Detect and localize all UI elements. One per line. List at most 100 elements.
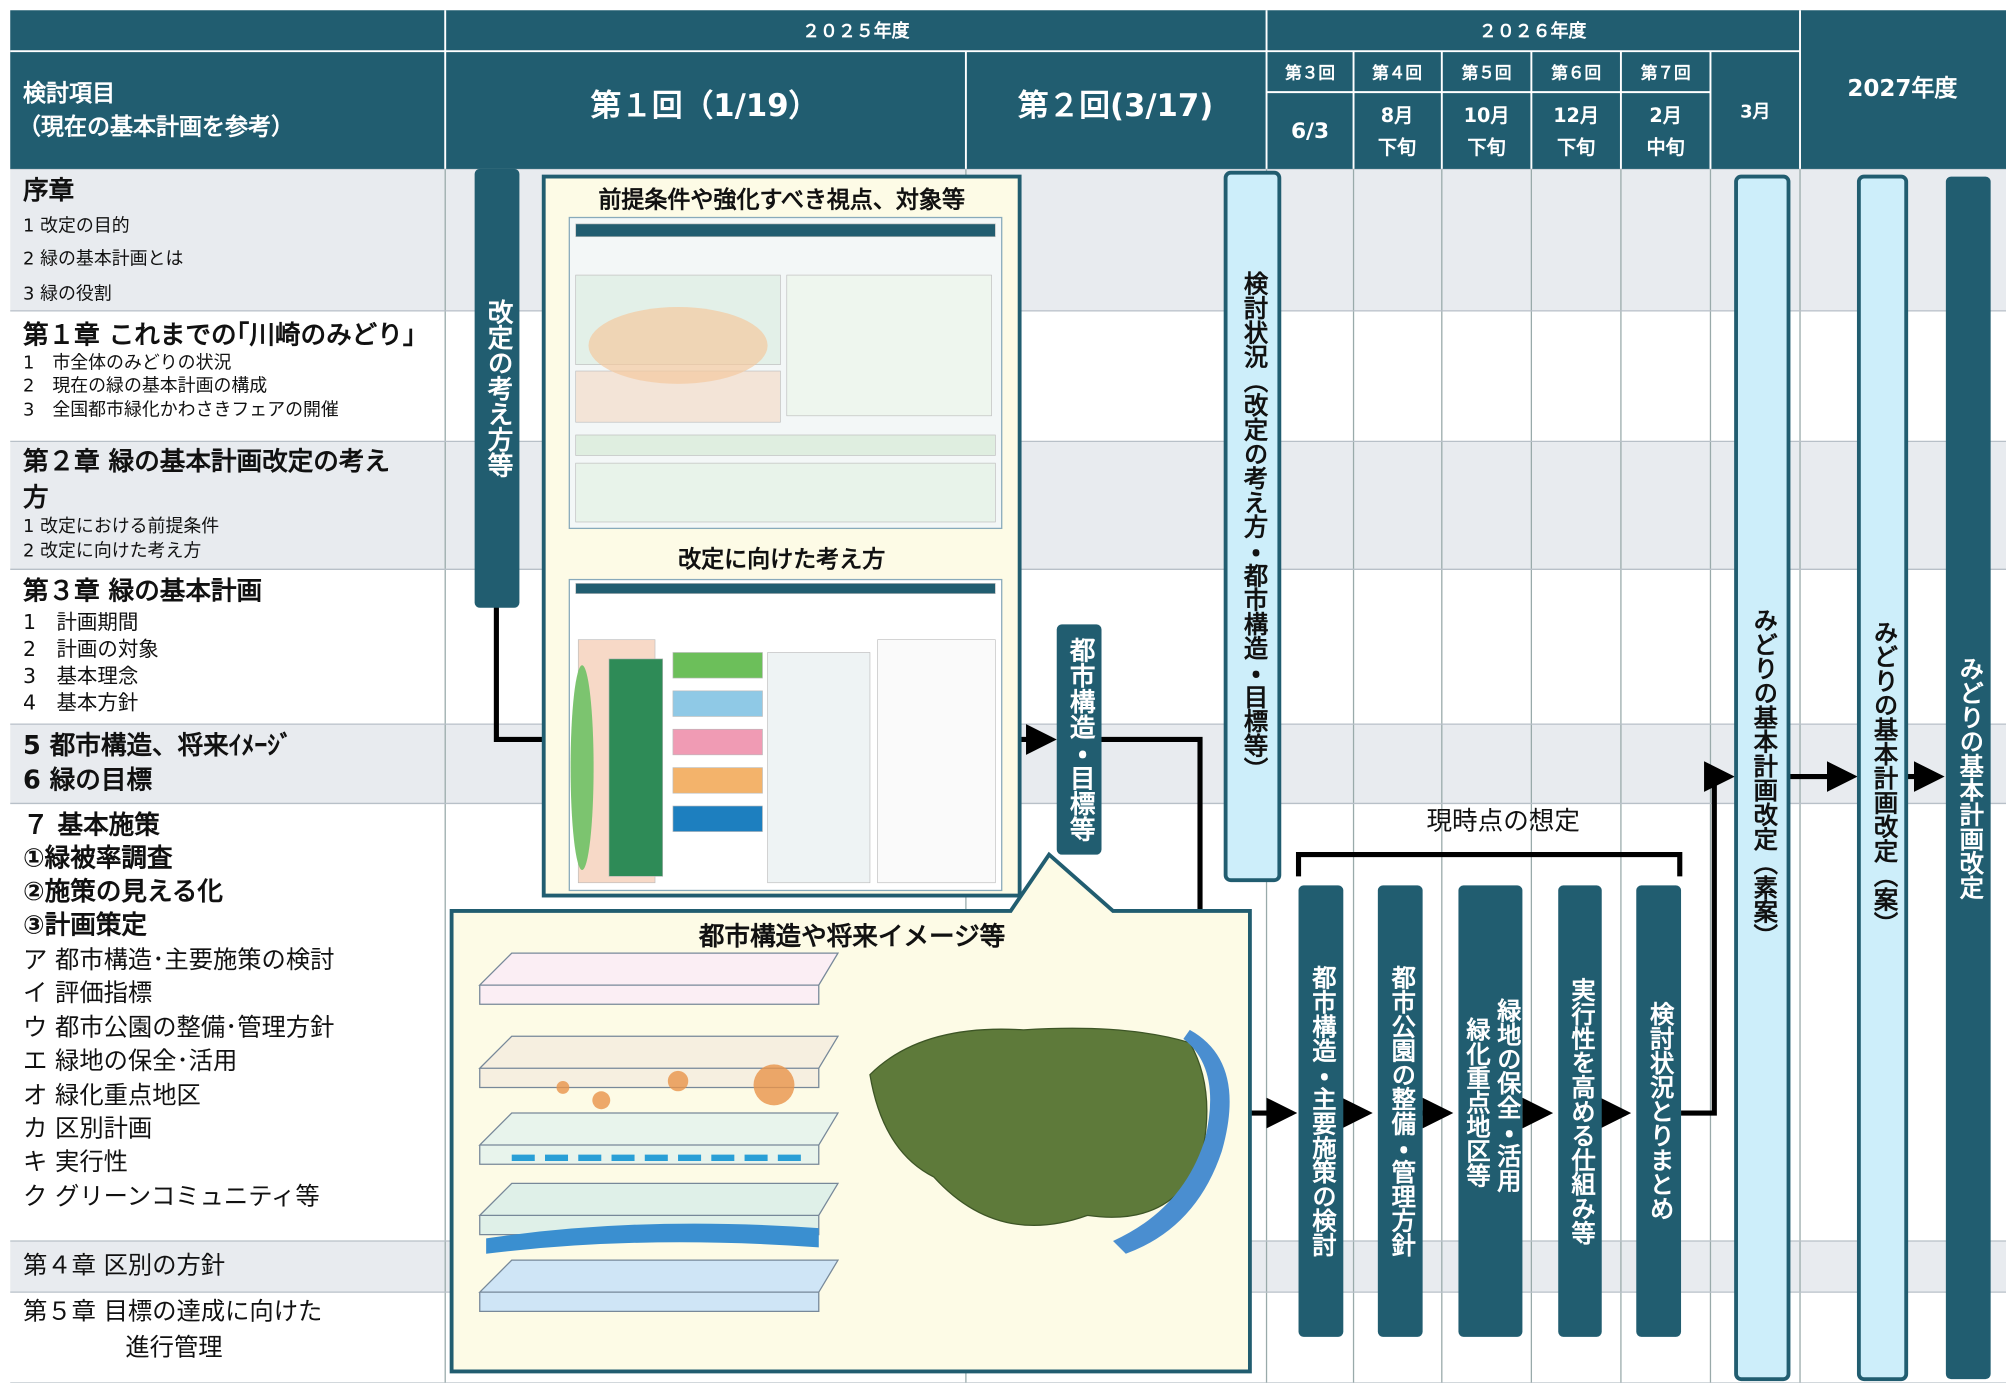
thumbnail-block — [570, 665, 594, 870]
chapter-item: 2 計画の対象 — [23, 637, 159, 661]
thumbnail-block — [672, 652, 763, 679]
layer — [478, 1259, 840, 1312]
date-header: 下旬 — [1378, 136, 1416, 159]
thumbnail-block — [575, 462, 996, 523]
arrow — [1681, 761, 1735, 1116]
chapter-title: 第３章 緑の基本計画 — [23, 575, 262, 606]
chapter-item: 1 市全体のみどりの状況 — [23, 352, 231, 373]
thumbnail-block — [588, 307, 768, 384]
chapter-item: 1 改定における前提条件 — [23, 516, 219, 537]
layer-mark — [667, 1070, 689, 1092]
arrow — [493, 601, 551, 743]
schedule-box-label: 緑地の保全・活用 — [1493, 997, 1522, 1193]
date-header: 下旬 — [1467, 136, 1505, 159]
round-header: 第７回 — [1640, 63, 1691, 83]
date-header: 6/3 — [1291, 119, 1329, 144]
schedule-box — [1856, 174, 1909, 1382]
bracket — [1295, 852, 1683, 877]
chapter-item: 1 改定の目的 — [23, 215, 130, 236]
meeting-header: 第２回(3/17) — [1018, 89, 1213, 124]
schedule-box — [1558, 885, 1602, 1337]
chapter-title: 方 — [23, 483, 49, 513]
layer — [478, 952, 840, 1005]
chapter-item: 2 現在の緑の基本計画の構成 — [23, 375, 267, 396]
chapter-item: ク グリーンコミュニティ等 — [23, 1181, 320, 1210]
chapter-item: 3 基本理念 — [23, 664, 138, 688]
chapter-item: 2 改定に向けた考え方 — [23, 540, 201, 561]
schedule-box-label: みどりの基本計画改定 — [1955, 656, 1984, 900]
thumbnail-block — [575, 434, 996, 456]
schedule-box — [1945, 176, 1991, 1380]
schedule-box-label: 検討状況とりまとめ — [1646, 1002, 1675, 1221]
chapter-item: オ 緑化重点地区 — [23, 1080, 201, 1109]
date-header: 下旬 — [1557, 136, 1595, 159]
chapter-title: 第４章 区別の方針 — [23, 1251, 225, 1280]
chapter-title: 進行管理 — [125, 1332, 222, 1361]
thumbnail-block — [608, 658, 664, 877]
figure-title: 前提条件や強化すべき視点、対象等 — [598, 186, 965, 213]
chapter-title: ②施策の見える化 — [23, 876, 223, 907]
chapter-title: 第２章 緑の基本計画改定の考え — [23, 446, 390, 477]
year-header: ２０２５年度 — [802, 20, 910, 42]
chapter-title: 6 緑の目標 — [23, 766, 152, 796]
schedule-box — [474, 168, 520, 608]
round-header: 第４回 — [1371, 63, 1422, 83]
schedule-box-label: 都市公園の整備・管理方針 — [1387, 965, 1416, 1257]
year-header: ２０２６年度 — [1479, 20, 1587, 42]
column-header: （現在の基本計画を参考） — [18, 113, 294, 140]
schedule-box — [1636, 885, 1682, 1337]
chapter-item: 1 計画期間 — [23, 610, 138, 634]
schedule-box-label: 都市構造・主要施策の検討 — [1308, 965, 1337, 1258]
chapter-title: ①緑被率調査 — [23, 844, 173, 874]
thumbnail-block — [672, 767, 763, 794]
month-header: 3月 — [1740, 102, 1770, 123]
schedule-box-label: 緑化重点地区等 — [1462, 1016, 1491, 1188]
year-header: 2027年度 — [1847, 75, 1957, 102]
chapter-item: ウ 都市公園の整備･管理方針 — [23, 1013, 334, 1042]
date-header: 12月 — [1553, 104, 1599, 127]
schedule-box — [1377, 885, 1423, 1337]
header — [10, 10, 2006, 169]
schedule-box-label: 実行性を高める仕組み等 — [1567, 977, 1596, 1245]
layer-mark — [556, 1081, 570, 1094]
schedule-box — [1298, 885, 1344, 1337]
chapter-item: エ 緑地の保全･活用 — [23, 1046, 237, 1075]
round-header: 第６回 — [1550, 63, 1601, 83]
schedule-box-label: みどりの基本計画改定（素案） — [1749, 608, 1778, 948]
thumbnail-block — [767, 652, 871, 884]
layer-mark — [486, 1223, 819, 1254]
layer-mark — [592, 1091, 611, 1110]
chapter-item: 2 緑の基本計画とは — [23, 249, 183, 270]
schedule-box-label: 都市構造・目標等 — [1065, 637, 1096, 842]
round-header: 第５回 — [1461, 63, 1512, 83]
thumbnail-block — [877, 639, 996, 884]
chapter-item: カ 区別計画 — [23, 1114, 152, 1143]
thumbnail-block — [575, 583, 996, 594]
date-header: 10月 — [1464, 104, 1510, 127]
chapter-title: ７ 基本施策 — [23, 809, 160, 840]
chapter-title: 序章 — [23, 176, 74, 206]
chapter-title: 5 都市構造、将来ｲﾒｰｼﾞ — [23, 730, 293, 761]
layer — [478, 1112, 840, 1165]
thumbnail-block — [786, 274, 992, 417]
schedule-box-label: 検討状況（改定の考え方・都市構造・目標等） — [1239, 271, 1268, 781]
column-header: 検討項目 — [23, 81, 115, 107]
chapter-item: 4 基本方針 — [23, 691, 138, 715]
schedule-box — [1223, 170, 1282, 883]
layer-mark — [753, 1064, 795, 1106]
round-header: 第３回 — [1284, 63, 1335, 83]
chapter-item: 3 緑の役割 — [23, 283, 112, 304]
schedule-box — [1056, 624, 1102, 855]
thumbnail-block — [672, 690, 763, 717]
chapter-item: 3 全国都市緑化かわさきフェアの開催 — [23, 400, 339, 421]
chapter-title: ③計画策定 — [23, 909, 147, 940]
thumbnail-block — [672, 805, 763, 832]
schedule-box — [1734, 174, 1791, 1382]
schedule-box-label: みどりの基本計画改定（案） — [1870, 620, 1899, 936]
date-header: 2月 — [1649, 104, 1682, 127]
schedule-box — [1458, 885, 1523, 1337]
chapter-title: 第５章 目標の達成に向けた — [23, 1297, 322, 1326]
figure-title: 改定に向けた考え方 — [678, 546, 885, 573]
layer — [478, 1035, 840, 1089]
